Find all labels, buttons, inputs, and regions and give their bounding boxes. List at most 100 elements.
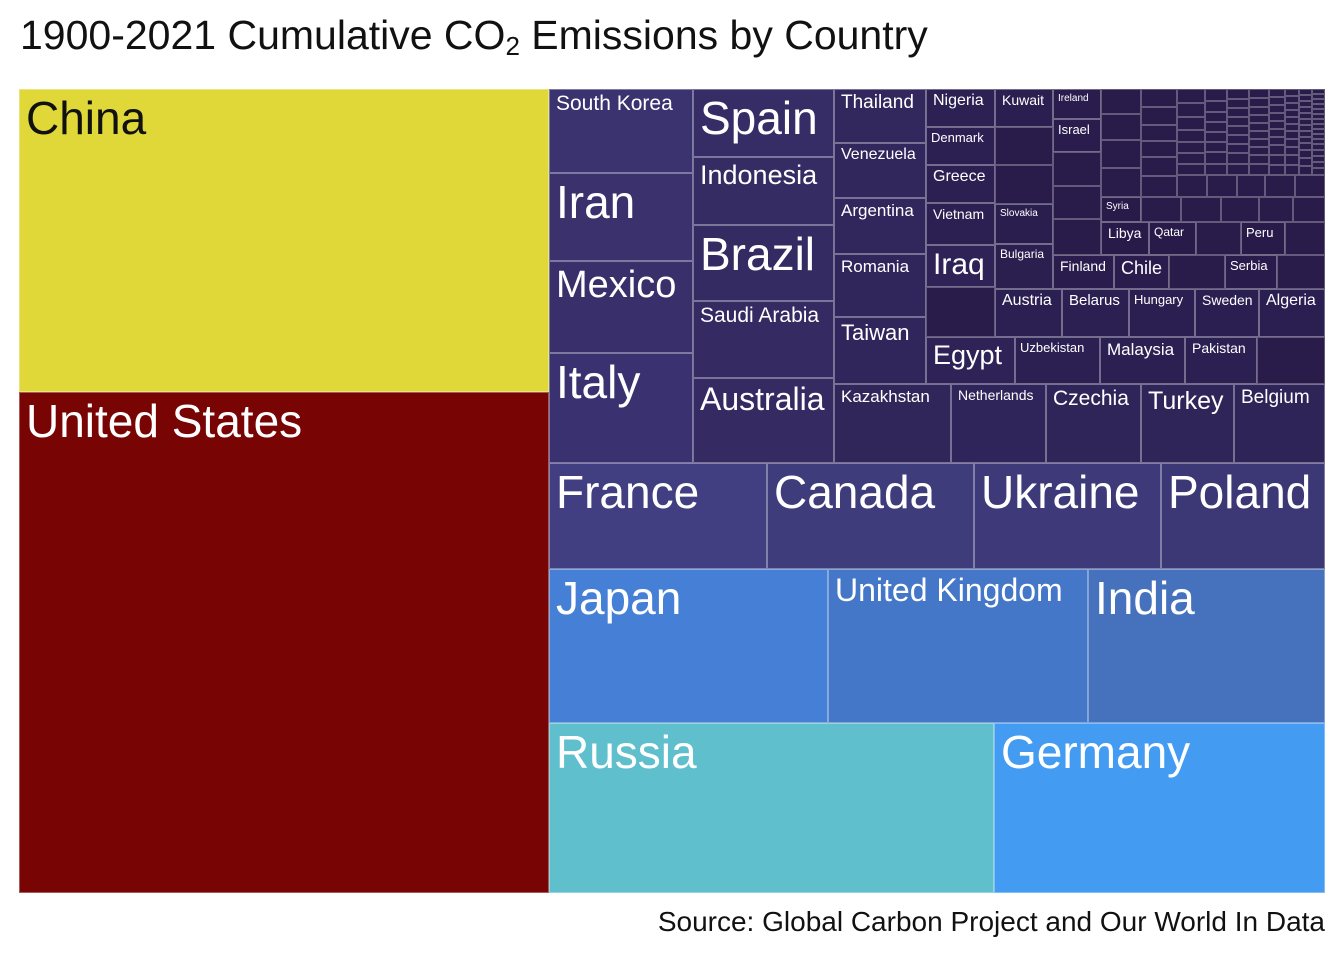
treemap-tile-unlabeled [1269, 113, 1285, 121]
treemap-tile-unlabeled [1299, 119, 1312, 125]
tile-label: Russia [556, 726, 697, 778]
treemap-tile-unlabeled [1205, 164, 1227, 175]
treemap-tile-unlabeled [1237, 175, 1265, 197]
treemap-tile-unlabeled [1205, 152, 1227, 164]
treemap-tile-malaysia: Malaysia [1100, 337, 1185, 384]
treemap-tile-unlabeled [926, 287, 995, 337]
treemap-tile-unlabeled [1249, 155, 1269, 164]
treemap-tile-unlabeled [1141, 157, 1177, 176]
treemap-tile-unlabeled [1177, 117, 1205, 130]
treemap-tile-unlabeled [1207, 175, 1237, 197]
treemap-tile-unlabeled [1205, 89, 1227, 101]
treemap-tile-unlabeled [1285, 96, 1299, 103]
tile-label: Sweden [1202, 292, 1253, 308]
treemap-tile-unlabeled [1269, 89, 1285, 97]
tile-label: Hungary [1134, 292, 1184, 307]
treemap-tile-kazakhstan: Kazakhstan [834, 384, 951, 463]
treemap-tile-united-states: United States [19, 392, 549, 893]
treemap-tile-unlabeled [1299, 125, 1312, 131]
treemap-tile-unlabeled [1312, 89, 1325, 94]
treemap-tile-greece: Greece [926, 165, 995, 203]
tile-label: Poland [1168, 466, 1312, 518]
treemap-tile-unlabeled [1285, 147, 1299, 155]
treemap-tile-unlabeled [1249, 164, 1269, 175]
treemap-tile-unlabeled [1299, 166, 1312, 175]
tile-label: Greece [933, 168, 986, 185]
treemap-tile-australia: Australia [693, 378, 834, 463]
tile-label: Syria [1106, 201, 1129, 212]
treemap-tile-unlabeled [1101, 140, 1141, 168]
treemap-tile-unlabeled [1141, 107, 1177, 125]
treemap-tile-south-korea: South Korea [549, 89, 693, 173]
treemap-tile-egypt: Egypt [926, 337, 1015, 384]
treemap-tile-unlabeled [1312, 129, 1325, 134]
treemap-tile-unlabeled [1265, 175, 1295, 197]
treemap-tile-unlabeled [1312, 168, 1325, 175]
treemap-tile-unlabeled [1141, 141, 1177, 157]
treemap-tile-unlabeled [1101, 114, 1141, 140]
tile-label: Austria [1002, 292, 1052, 309]
tile-label: Argentina [841, 201, 914, 220]
tile-label: Romania [841, 257, 910, 276]
treemap-tile-unlabeled [1249, 115, 1269, 123]
treemap-tile-unlabeled [1259, 197, 1293, 222]
treemap-tile-ireland: Ireland [1053, 89, 1101, 119]
treemap-tile-unlabeled [1269, 145, 1285, 155]
treemap-tile-bulgaria: Bulgaria [995, 244, 1053, 289]
treemap-tile-ukraine: Ukraine [974, 463, 1161, 569]
tile-label: Mexico [556, 264, 677, 306]
treemap-tile-unlabeled [1299, 150, 1312, 158]
tile-label: Egypt [933, 340, 1003, 370]
treemap-tile-unlabeled [1312, 134, 1325, 139]
treemap-tile-unlabeled [1285, 103, 1299, 110]
tile-label: Brazil [700, 228, 816, 280]
treemap-tile-unlabeled [1312, 156, 1325, 162]
treemap-tile-unlabeled [1227, 144, 1249, 153]
treemap-tile-belarus: Belarus [1062, 289, 1129, 337]
treemap-tile-unlabeled [1257, 337, 1325, 384]
treemap-tile-syria: Syria [1101, 197, 1141, 222]
tile-label: Iraq [933, 248, 985, 281]
treemap-tile-slovakia: Slovakia [995, 204, 1053, 244]
treemap-tile-unlabeled [1101, 168, 1141, 197]
treemap-tile-unlabeled [1205, 142, 1227, 152]
treemap-tile-turkey: Turkey [1141, 384, 1234, 463]
treemap-tile-unlabeled [1227, 108, 1249, 117]
treemap-tile-uzbekistan: Uzbekistan [1015, 337, 1100, 384]
tile-label: Kazakhstan [841, 387, 930, 406]
treemap-tile-germany: Germany [994, 723, 1325, 893]
treemap-tile-unlabeled [1249, 107, 1269, 115]
tile-label: South Korea [556, 92, 673, 115]
treemap-tile-unlabeled [1299, 143, 1312, 150]
treemap-tile-unlabeled [1227, 117, 1249, 126]
treemap-tile-unlabeled [1177, 153, 1205, 164]
tile-label: India [1095, 572, 1195, 624]
treemap-tile-unlabeled [1053, 152, 1101, 186]
treemap-tile-india: India [1088, 569, 1325, 723]
treemap-tile-russia: Russia [549, 723, 994, 893]
treemap-tile-unlabeled [1205, 122, 1227, 132]
tile-label: Thailand [841, 92, 914, 113]
tile-label: United Kingdom [835, 572, 1063, 608]
treemap-tile-unlabeled [1312, 94, 1325, 99]
tile-label: Taiwan [841, 320, 910, 345]
treemap-tile-finland: Finland [1053, 255, 1114, 289]
tile-label: Italy [556, 356, 641, 408]
treemap-tile-china: China [19, 89, 549, 392]
treemap-tile-unlabeled [1205, 101, 1227, 112]
treemap-tile-unlabeled [1141, 125, 1177, 141]
treemap-tile-unlabeled [1285, 222, 1325, 255]
treemap-tile-austria: Austria [995, 289, 1062, 337]
tile-label: Spain [700, 92, 818, 144]
treemap-tile-unlabeled [1269, 97, 1285, 105]
treemap-tile-unlabeled [1221, 197, 1259, 222]
tile-label: Finland [1060, 258, 1106, 274]
treemap-tile-spain: Spain [693, 89, 834, 157]
treemap-tile-unlabeled [1269, 155, 1285, 165]
tile-label: China [26, 92, 147, 144]
tile-label: Germany [1001, 726, 1191, 778]
treemap-tile-unlabeled [1227, 126, 1249, 135]
treemap-tile-pakistan: Pakistan [1185, 337, 1257, 384]
treemap-tile-saudi-arabia: Saudi Arabia [693, 301, 834, 378]
tile-label: Uzbekistan [1020, 340, 1085, 355]
